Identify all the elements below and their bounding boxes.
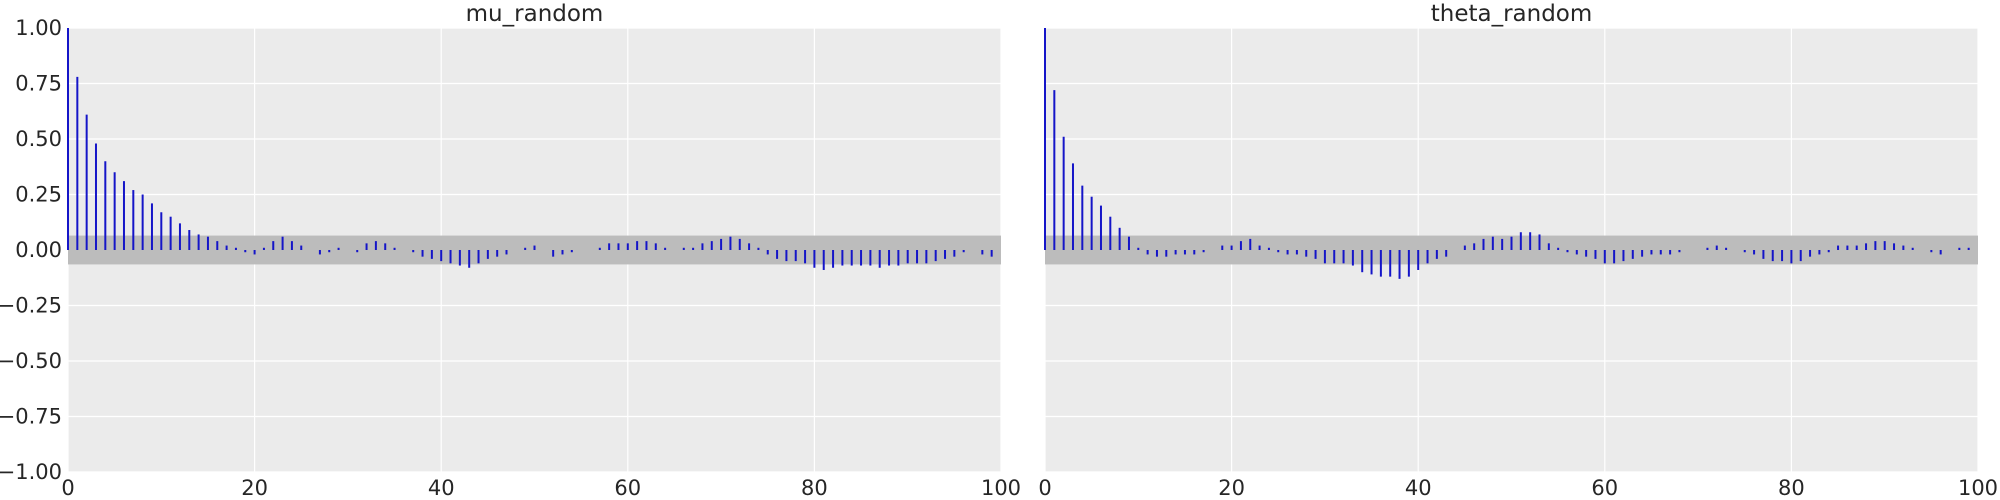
x-tick-label: 0 [61, 476, 74, 500]
acf-panel-1: mu_random 0 20 40 60 80 100 1.00 0.75 0.50 0.25 0.0… [0, 1, 1021, 500]
acf-panel-2: theta_random 0 20 40 60 80 100 [1038, 1, 1998, 500]
x-tick-label: 80 [1778, 476, 1805, 500]
y-tick-label: 0.00 [15, 238, 62, 262]
x-tick-label: 0 [1038, 476, 1051, 500]
x-tick-label: 40 [428, 476, 455, 500]
x-tick-label: 100 [981, 476, 1021, 500]
x-tick-label: 20 [1218, 476, 1245, 500]
y-tick-label: 1.00 [15, 16, 62, 40]
y-tick-label: −0.75 [0, 405, 62, 429]
panel-title: theta_random [1431, 1, 1593, 27]
x-tick-label: 100 [1958, 476, 1998, 500]
y-tick-label: 0.50 [15, 127, 62, 151]
y-tick-label: 0.75 [15, 72, 62, 96]
x-tick-label: 40 [1405, 476, 1432, 500]
y-tick-label: −1.00 [0, 460, 62, 484]
y-tick-label: −0.25 [0, 294, 62, 318]
x-tick-label: 80 [801, 476, 828, 500]
panel-title: mu_random [466, 1, 604, 27]
x-tick-label: 60 [1591, 476, 1618, 500]
x-tick-label: 60 [614, 476, 641, 500]
x-tick-label: 20 [241, 476, 268, 500]
y-tick-label: −0.50 [0, 349, 62, 373]
y-tick-label: 0.25 [15, 183, 62, 207]
